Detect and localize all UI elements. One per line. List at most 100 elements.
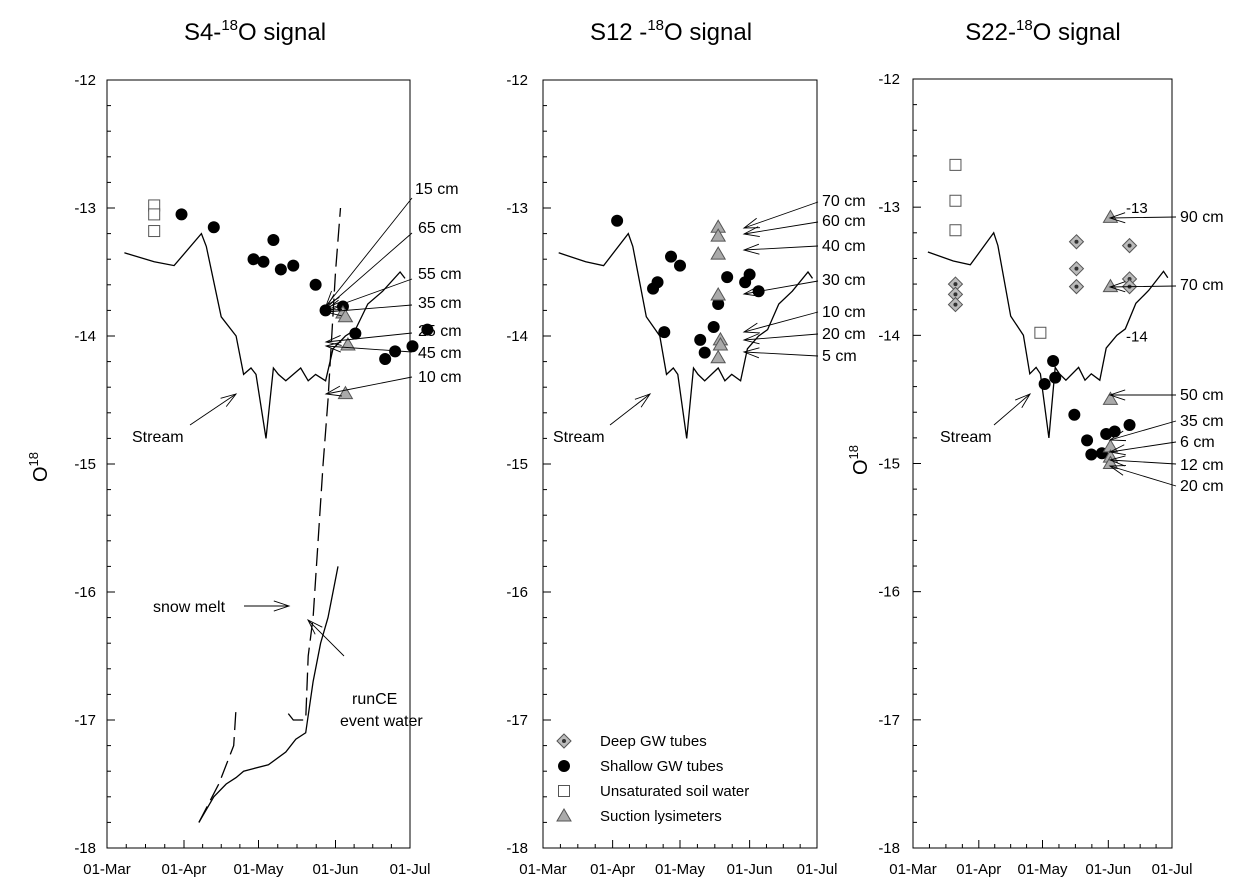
annotation-arrow-shaft	[1109, 285, 1177, 288]
marker-circle	[406, 340, 419, 353]
annotation-arrow-shaft	[743, 351, 819, 357]
x-tick-label: 01-Apr	[956, 861, 1001, 878]
marker-circle	[698, 346, 711, 359]
x-tick-label: 01-May	[655, 861, 706, 878]
x-tick-label: 01-Apr	[161, 861, 206, 878]
annotation-label: 20 cm	[822, 326, 866, 343]
annotation-arrow-head	[324, 341, 342, 353]
panel-title: S12 -18O signal	[590, 17, 752, 46]
annotation-arrow-shaft	[325, 197, 413, 307]
y-axis-label-sup: 18	[846, 445, 861, 459]
y-tick-label: -14	[878, 327, 900, 344]
marker-triangle	[710, 349, 727, 364]
marker-diamond-dot	[1074, 284, 1079, 289]
y-tick-label: -12	[878, 71, 900, 88]
y-axis-label-base: O	[850, 459, 872, 475]
annotation-arrow-head	[324, 293, 341, 309]
marker-circle	[421, 323, 434, 336]
panels-group: S4-18O signal-12-13-14-15-16-17-1801-Mar…	[26, 17, 1224, 878]
annotation-arrow-head	[742, 347, 760, 359]
annotation-arrow-shaft	[325, 278, 413, 311]
panel-2: S12 -18O signal-12-13-14-15-16-17-1801-M…	[506, 17, 865, 878]
annotation-arrow-head	[1108, 212, 1126, 224]
annotation-arrow-shaft	[189, 393, 237, 426]
marker-circle	[274, 263, 287, 276]
y-tick-label: -14	[506, 328, 528, 345]
marker-square	[148, 225, 161, 238]
panel-3: S22-18O signal-12-13-14-15-16-17-1801-Ma…	[846, 17, 1224, 878]
marker-diamond-dot	[953, 302, 958, 307]
annotation-label: Stream	[553, 429, 605, 446]
y-tick-label: -17	[74, 712, 96, 729]
panel-title-sup: 18	[1016, 17, 1033, 34]
x-tick-label: 01-Jul	[1152, 861, 1193, 878]
annotation-arrow-shaft	[325, 232, 413, 309]
annotation-arrow-shaft	[1109, 216, 1177, 219]
legend-marker-circle	[558, 760, 570, 772]
annotation-arrow-head	[742, 226, 760, 237]
marker-circle	[389, 345, 402, 358]
annotation-arrow-head	[742, 286, 760, 297]
annotation-label: 6 cm	[1180, 434, 1215, 451]
marker-circle	[743, 268, 756, 281]
annotation-arrow-head	[1108, 281, 1126, 293]
x-tick-label: 01-May	[233, 861, 284, 878]
panel-title: S22-18O signal	[965, 17, 1120, 46]
marker-circle	[651, 276, 664, 289]
annotation-label: 10 cm	[418, 369, 462, 386]
y-tick-label: -13	[506, 200, 528, 217]
legend-label: Deep GW tubes	[600, 733, 707, 750]
marker-circle	[379, 353, 392, 366]
marker-circle	[267, 234, 280, 246]
annotation-arrow-shaft	[325, 304, 413, 313]
marker-diamond-dot	[1127, 243, 1132, 248]
annotation-arrow-shaft	[743, 333, 819, 341]
annotation-arrow-head	[742, 322, 761, 334]
marker-circle	[658, 326, 671, 339]
annotation-label: 25 cm	[418, 323, 462, 340]
annotation-arrow-head	[324, 335, 342, 346]
inner-tick-label: -13	[1126, 200, 1148, 217]
annotation-label: 35 cm	[418, 295, 462, 312]
marker-circle	[712, 298, 725, 310]
y-tick-label: -14	[74, 328, 96, 345]
marker-diamond-dot	[953, 282, 958, 287]
marker-triangle	[1102, 391, 1119, 405]
series-line-snow-melt	[198, 707, 237, 823]
y-tick-label: -16	[506, 584, 528, 601]
annotation-arrow-head	[742, 333, 760, 345]
y-tick-label: -16	[74, 584, 96, 601]
panel-title-base: S22-	[965, 19, 1016, 46]
annotation-label: snow melt	[153, 599, 226, 616]
x-tick-label: 01-Jun	[727, 861, 773, 878]
annotation-arrow-shaft	[743, 280, 819, 295]
annotation-arrow-shaft	[743, 201, 819, 229]
annotation-arrow-head	[1108, 465, 1127, 476]
annotation-arrow-head	[1108, 455, 1126, 467]
y-axis-label-sup: 18	[26, 452, 41, 466]
marker-triangle	[710, 246, 727, 260]
legend-label: Shallow GW tubes	[600, 758, 723, 775]
annotation-arrow-head	[324, 305, 342, 317]
y-tick-label: -15	[506, 456, 528, 473]
annotation-arrow-shaft	[1109, 459, 1177, 465]
marker-circle	[309, 278, 322, 291]
annotation-arrow-head	[324, 299, 343, 311]
annotation-label: 20 cm	[1180, 478, 1224, 495]
annotation-arrow-shaft	[1109, 420, 1177, 441]
y-tick-label: -13	[878, 199, 900, 216]
marker-circle	[1068, 408, 1081, 421]
annotation-arrow-head	[220, 393, 238, 407]
plot-frame	[912, 78, 1173, 849]
plot-frame	[106, 79, 411, 849]
x-tick-label: 01-May	[1017, 861, 1068, 878]
marker-circle	[1081, 434, 1094, 447]
annotation-label: 70 cm	[1180, 277, 1224, 294]
marker-circle	[1085, 448, 1098, 461]
y-tick-label: -12	[74, 72, 96, 89]
marker-square	[949, 194, 962, 207]
marker-diamond-dot	[1074, 266, 1079, 271]
annotation-label: 55 cm	[418, 266, 462, 283]
annotation-label: 90 cm	[1180, 209, 1224, 226]
